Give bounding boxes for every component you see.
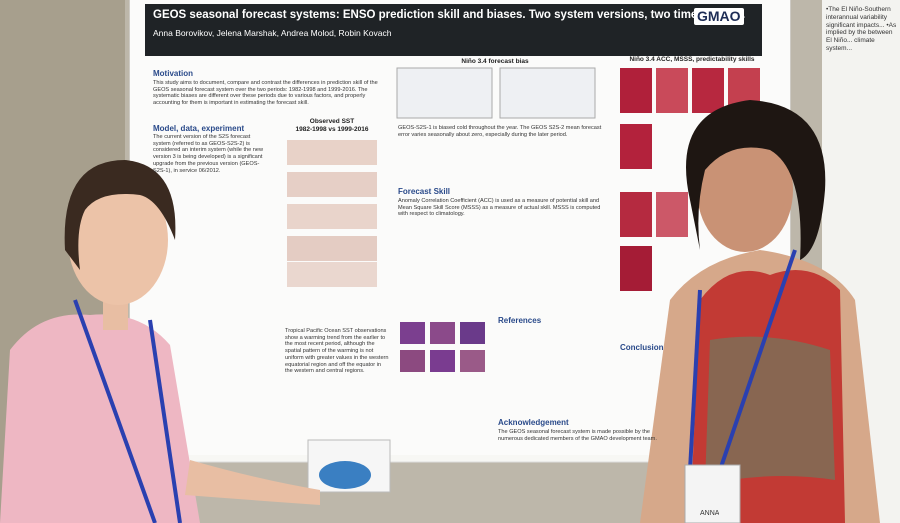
map [287, 236, 377, 261]
poster-title: GEOS seasonal forecast systems: ENSO pre… [153, 9, 746, 21]
lanyard [688, 289, 702, 471]
neighbor-poster-text: •The El Niño-Southern interannual variab… [826, 6, 897, 52]
hair [64, 160, 176, 270]
section-text: GEOS-S2S-1 is biased cold throughout the… [398, 125, 602, 138]
poster-authors: Anna Borovikov, Jelena Marshak, Andrea M… [153, 28, 392, 38]
title-banner [145, 4, 762, 56]
face [68, 175, 168, 305]
heatmap [692, 68, 724, 113]
map [287, 204, 377, 229]
neck [103, 300, 128, 330]
figure-title: Niño 3.4 ACC, MSSS, predictability skill… [629, 56, 755, 63]
section-text: The GEOS seasonal forecast system is mad… [498, 429, 657, 442]
hair [686, 100, 826, 260]
section-heading: Conclusion [620, 343, 664, 352]
section-text: Tropical Pacific Ocean SST observations … [285, 328, 389, 375]
section-heading: Motivation [153, 69, 193, 78]
bias-plot [499, 67, 596, 119]
whale-toy [319, 461, 371, 489]
face [697, 128, 793, 252]
panel [400, 322, 425, 344]
map [287, 262, 377, 287]
person-right [640, 100, 880, 523]
heatmap [620, 192, 652, 237]
section-heading: References [498, 316, 542, 325]
section-text: Anomaly Correlation Coefficient (ACC) is… [398, 198, 601, 218]
logo: GMAO [694, 8, 744, 25]
map [287, 172, 377, 197]
person-left [0, 160, 320, 523]
map [287, 140, 377, 165]
section-text: The current version of the S2S forecast … [153, 134, 264, 174]
heatmap [656, 192, 688, 237]
panel [430, 350, 455, 372]
lanyard [148, 319, 182, 523]
panel [400, 350, 425, 372]
panel [460, 322, 485, 344]
section-text: This study aims to document, compare and… [153, 80, 378, 107]
small-panels [400, 322, 485, 372]
lanyard [73, 299, 157, 523]
figure-subtitle: 1982-1998 vs 1999-2016 [295, 126, 369, 133]
figure-title: Niño 3.4 forecast bias [461, 58, 529, 65]
bias-plot [396, 67, 493, 119]
section-heading: Model, data, experiment [153, 124, 245, 133]
panel [460, 350, 485, 372]
panel [430, 322, 455, 344]
heatmap [656, 68, 688, 113]
dress-pattern [705, 336, 835, 485]
section-heading: Forecast Skill [398, 187, 451, 196]
heatmap [620, 68, 652, 113]
sst-maps [287, 140, 377, 287]
heatmap [620, 246, 652, 291]
heatmap [620, 124, 652, 169]
arm [185, 460, 320, 505]
lanyard [718, 249, 797, 471]
figure-title: Observed SST [309, 118, 355, 125]
name-badge [684, 464, 741, 523]
section-heading: Acknowledgement [498, 418, 569, 427]
badge-name: ANNA [700, 510, 720, 517]
shirt [0, 314, 200, 523]
